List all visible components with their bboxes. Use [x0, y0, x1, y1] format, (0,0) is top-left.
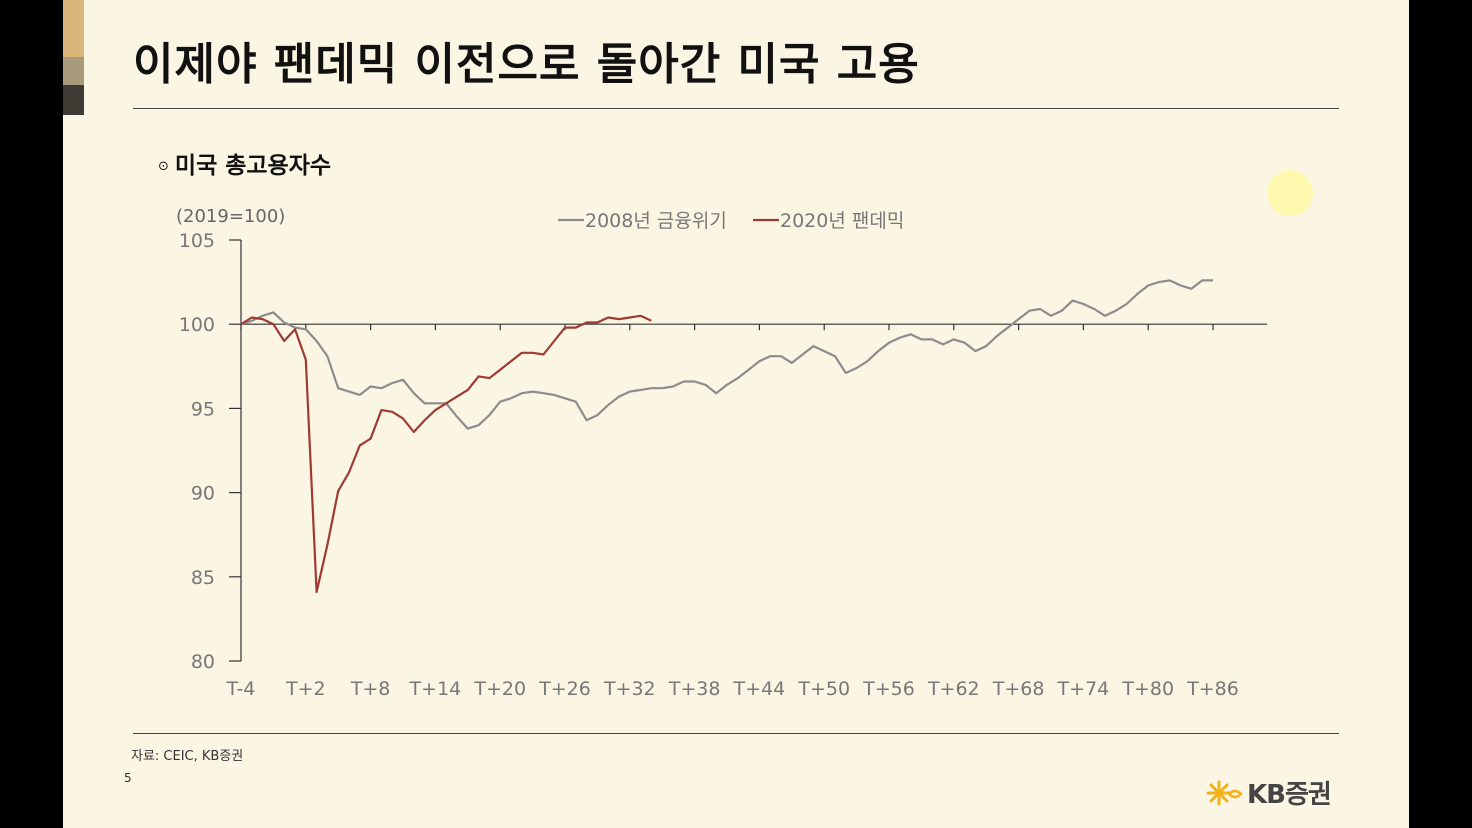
x-tick-label: T+8 — [350, 678, 391, 700]
legend-label: 2020년 팬데믹 — [780, 210, 904, 232]
legend: 2008년 금융위기 2020년 팬데믹 — [558, 210, 904, 232]
x-tick-label: T+86 — [1186, 678, 1239, 700]
x-tick-label: T+50 — [797, 678, 850, 700]
slide-title: 이제야 팬데믹 이전으로 돌아간 미국 고용 — [133, 39, 920, 90]
y-unit-label: (2019=100) — [176, 206, 285, 227]
x-tick-label: T+32 — [603, 678, 656, 700]
x-tick-label: T+20 — [473, 678, 526, 700]
series-line-2008 — [240, 279, 1213, 430]
source-note: 자료: CEIC, KB증권 — [131, 749, 244, 764]
y-tick-label: 95 — [191, 398, 215, 420]
x-tick-label: T+62 — [927, 678, 980, 700]
kb-logo: KB증권 — [1205, 774, 1332, 811]
kb-star-icon — [1206, 780, 1243, 805]
x-tick-label: T+14 — [409, 678, 462, 700]
pointer-highlight — [1267, 170, 1313, 216]
chart-series — [240, 279, 1213, 594]
accent-band-top — [63, 0, 84, 57]
y-tick-label: 105 — [179, 230, 215, 252]
accent-band-bottom — [63, 85, 84, 115]
slide: 이제야 팬데믹 이전으로 돌아간 미국 고용 ⊙ 미국 총고용자수 (2019=1… — [63, 0, 1409, 828]
series-line-2020 — [240, 314, 652, 594]
y-tick-label: 80 — [191, 651, 215, 673]
chart-axes: 80 85 90 95 100 105 T-4 T+2 T+8 T+14 T+20 T+26 T+32 T… — [179, 230, 1267, 700]
chart-subtitle: ⊙ 미국 총고용자수 — [158, 146, 331, 180]
x-tick-label: T+56 — [862, 678, 915, 700]
accent-band-middle — [63, 57, 84, 85]
footer-divider — [133, 733, 1339, 734]
x-tick-label: T+80 — [1121, 678, 1174, 700]
bullet-icon: ⊙ — [158, 159, 169, 174]
y-tick-label: 90 — [191, 483, 215, 505]
y-tick-label: 85 — [191, 567, 215, 589]
x-tick-label: T-4 — [226, 678, 256, 700]
logo-text: KB증권 — [1247, 780, 1332, 810]
y-tick-label: 100 — [179, 314, 215, 336]
x-tick-label: T+68 — [992, 678, 1045, 700]
chart-subtitle-text: 미국 총고용자수 — [174, 153, 332, 179]
x-tick-label: T+74 — [1057, 678, 1110, 700]
legend-label: 2008년 금융위기 — [585, 210, 727, 232]
employment-line-chart: (2019=100) 2008년 금융위기 2020년 팬데믹 80 85 90 95 1… — [176, 206, 1267, 700]
page-number: 5 — [124, 771, 132, 785]
title-divider — [133, 108, 1339, 109]
x-tick-label: T+44 — [733, 678, 786, 700]
x-tick-label: T+26 — [538, 678, 591, 700]
x-tick-label: T+38 — [668, 678, 721, 700]
x-tick-label: T+2 — [285, 678, 326, 700]
